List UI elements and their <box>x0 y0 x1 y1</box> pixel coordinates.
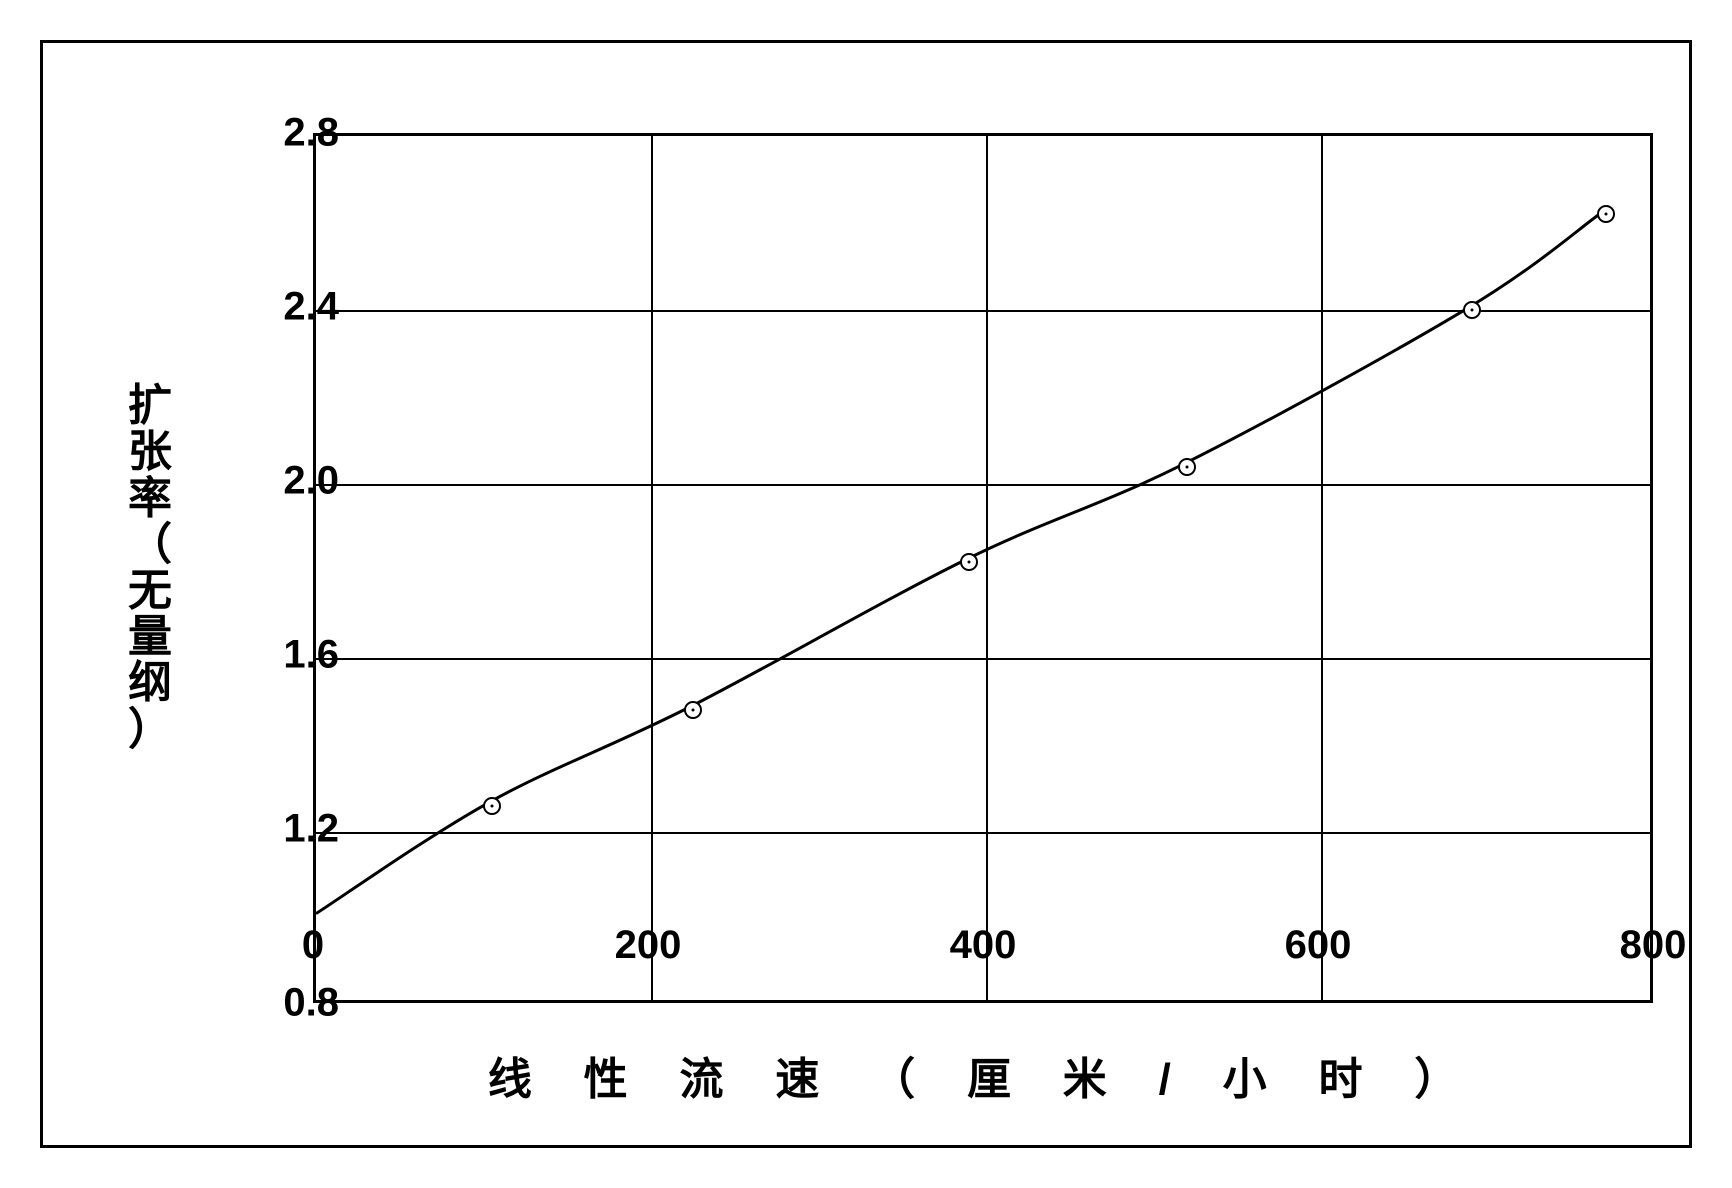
y-tick-label: 1.6 <box>239 633 339 678</box>
data-line <box>316 214 1600 914</box>
y-label-char: 张 <box>128 429 172 475</box>
y-tick-label: 0.8 <box>239 981 339 1026</box>
y-label-char: （ <box>128 522 172 568</box>
y-label-char: 无 <box>128 568 172 614</box>
data-curve <box>316 136 1650 1000</box>
plot-area <box>313 133 1653 1003</box>
outer-frame: 扩张率（无量纲） 线 性 流 速 （ 厘 米 / 小 时 ） 0.8 1.2 1.6… <box>40 40 1692 1148</box>
plot-container <box>313 133 1653 1003</box>
gridline-h <box>316 484 1650 486</box>
x-tick-label: 200 <box>588 923 708 968</box>
x-tick-label: 0 <box>253 923 373 968</box>
y-label-char: 扩 <box>128 383 172 429</box>
y-tick-label: 1.2 <box>239 807 339 852</box>
x-tick-label: 600 <box>1258 923 1378 968</box>
y-label-char: 量 <box>128 614 172 660</box>
x-tick-label: 800 <box>1593 923 1713 968</box>
data-marker <box>1597 205 1615 223</box>
data-marker <box>483 797 501 815</box>
gridline-h <box>316 658 1650 660</box>
data-marker <box>1463 301 1481 319</box>
y-label-char: ） <box>128 707 172 753</box>
y-tick-label: 2.4 <box>239 285 339 330</box>
x-tick-label: 400 <box>923 923 1043 968</box>
gridline-v <box>651 136 653 1000</box>
y-label-char: 率 <box>128 476 172 522</box>
data-marker <box>684 701 702 719</box>
y-tick-label: 2.8 <box>239 111 339 156</box>
y-label-char: 纲 <box>128 660 172 706</box>
data-marker <box>960 553 978 571</box>
gridline-h <box>316 832 1650 834</box>
gridline-v <box>1321 136 1323 1000</box>
gridline-h <box>316 310 1650 312</box>
x-axis-label: 线 性 流 速 （ 厘 米 / 小 时 ） <box>313 1043 1653 1107</box>
gridline-v <box>986 136 988 1000</box>
y-axis-label: 扩张率（无量纲） <box>128 133 172 1003</box>
y-tick-label: 2.0 <box>239 459 339 504</box>
data-marker <box>1178 458 1196 476</box>
